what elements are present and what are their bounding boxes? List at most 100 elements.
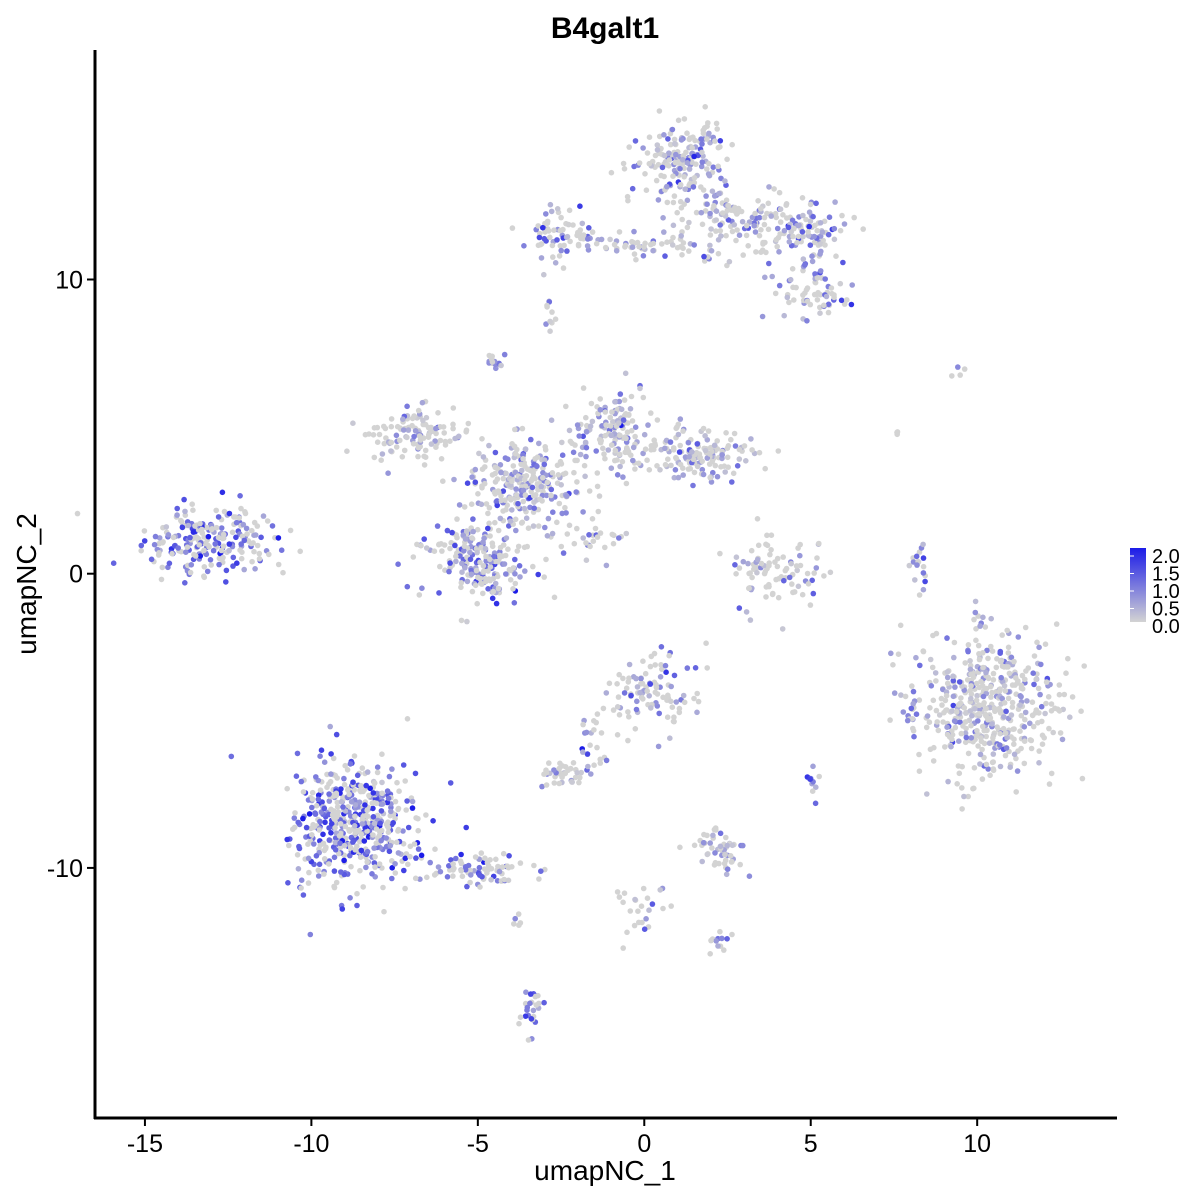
cell-point <box>703 640 709 646</box>
cell-point <box>386 848 393 855</box>
cell-point <box>1039 741 1046 747</box>
cell-point <box>776 249 782 255</box>
cell-point <box>1003 745 1010 751</box>
cell-point <box>385 824 392 831</box>
cell-point <box>654 417 661 423</box>
cell-point <box>415 444 422 451</box>
cell-point <box>614 472 621 478</box>
cell-point <box>723 182 729 188</box>
cell-point <box>341 842 348 849</box>
cell-point <box>582 439 589 446</box>
cell-point <box>420 417 426 424</box>
cell-point <box>963 710 969 716</box>
cell-point <box>640 658 646 664</box>
y-axis-title: umapNC_2 <box>11 513 42 655</box>
cell-point <box>250 540 256 546</box>
cell-point <box>971 616 977 623</box>
cell-point <box>554 237 560 243</box>
cell-point <box>377 820 384 827</box>
cell-point <box>189 501 195 508</box>
cell-point <box>965 642 972 648</box>
cell-point <box>676 449 683 455</box>
cell-point <box>640 253 647 259</box>
cell-point <box>187 534 193 541</box>
cell-point <box>673 425 679 432</box>
cell-point <box>1030 670 1036 676</box>
cell-point <box>249 527 255 534</box>
cell-point <box>717 550 723 557</box>
cell-point <box>522 483 529 489</box>
cell-point <box>359 817 366 823</box>
cell-point <box>311 841 317 847</box>
cell-point <box>383 835 390 841</box>
cell-point <box>1029 699 1036 705</box>
cell-point <box>632 424 639 431</box>
cell-point <box>793 563 800 569</box>
cell-point <box>326 798 333 804</box>
cell-point <box>998 674 1004 681</box>
cell-point <box>996 707 1003 713</box>
cell-point <box>783 201 790 207</box>
cell-point <box>743 222 750 229</box>
cell-point <box>536 876 542 882</box>
cell-point <box>933 707 940 714</box>
cell-point <box>332 824 338 831</box>
cell-point <box>522 446 529 452</box>
cell-point <box>719 210 726 216</box>
cell-point <box>388 439 395 446</box>
cell-point <box>364 828 370 834</box>
cell-point <box>948 743 954 750</box>
cell-point <box>467 549 473 556</box>
cell-point <box>437 437 444 444</box>
cell-point <box>608 465 615 472</box>
cell-point <box>468 501 475 508</box>
cell-point <box>515 500 521 507</box>
cell-point <box>547 318 553 325</box>
cell-point <box>404 716 411 722</box>
cell-point <box>1037 691 1043 698</box>
cell-point <box>1014 768 1021 774</box>
cell-point <box>979 776 986 782</box>
cell-point <box>517 1014 524 1020</box>
cell-point <box>705 428 712 434</box>
cell-point <box>208 562 214 568</box>
cell-point <box>690 482 696 489</box>
cell-point <box>362 802 368 808</box>
cell-point <box>719 452 725 458</box>
cell-point <box>535 223 541 229</box>
cell-point <box>542 524 548 531</box>
cell-point <box>819 229 826 235</box>
cell-point <box>520 456 526 462</box>
cell-point <box>731 430 738 437</box>
cell-point <box>982 624 989 630</box>
cell-point <box>955 364 961 370</box>
cell-point <box>841 221 848 227</box>
cell-point <box>530 1007 537 1014</box>
cell-point <box>832 199 838 205</box>
cell-point <box>789 217 796 224</box>
cell-point <box>379 790 385 797</box>
cell-point <box>920 570 927 576</box>
cell-point <box>785 224 792 231</box>
cell-point <box>461 543 468 549</box>
cell-point <box>680 428 686 434</box>
cell-point <box>928 683 935 689</box>
cell-point <box>464 883 470 890</box>
cell-point <box>724 156 730 163</box>
cell-point <box>723 232 729 239</box>
cell-point <box>983 685 990 692</box>
cell-point <box>404 583 411 590</box>
cell-point <box>559 439 565 446</box>
cell-point <box>284 785 291 792</box>
cell-point <box>647 663 654 670</box>
cell-point <box>717 228 724 234</box>
cell-point <box>419 585 425 591</box>
cell-point <box>1067 714 1073 720</box>
cell-point <box>708 226 714 232</box>
cell-point <box>500 542 507 548</box>
cell-point <box>714 126 720 132</box>
cell-point <box>980 664 986 671</box>
cell-point <box>540 475 546 481</box>
cell-point <box>597 439 604 446</box>
cell-point <box>258 534 264 541</box>
